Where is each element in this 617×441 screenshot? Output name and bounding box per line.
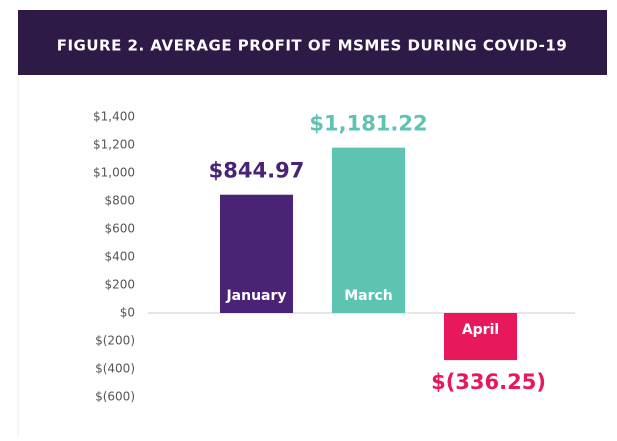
value-label: $844.97 [209, 159, 305, 183]
y-tick-label: $400 [104, 250, 135, 264]
category-label: March [344, 288, 393, 304]
value-label: $(336.25) [431, 370, 546, 394]
header-band [18, 10, 607, 75]
bar [332, 147, 405, 313]
y-tick-label: $(400) [95, 362, 135, 376]
category-label: April [462, 322, 499, 338]
bar [444, 313, 517, 361]
y-tick-label: $0 [120, 306, 135, 320]
y-tick-label: $800 [104, 194, 135, 208]
value-label: $1,181.22 [309, 112, 427, 136]
y-tick-label: $(600) [95, 390, 135, 404]
y-tick-label: $600 [104, 222, 135, 236]
y-tick-label: $200 [104, 278, 135, 292]
y-tick-label: $1,200 [93, 138, 135, 152]
category-label: January [225, 288, 286, 304]
y-tick-label: $1,400 [93, 110, 135, 124]
y-tick-label: $(200) [95, 334, 135, 348]
chart-title: FIGURE 2. AVERAGE PROFIT OF MSMES DURING… [57, 37, 568, 55]
y-tick-label: $1,000 [93, 166, 135, 180]
bar [220, 194, 293, 313]
